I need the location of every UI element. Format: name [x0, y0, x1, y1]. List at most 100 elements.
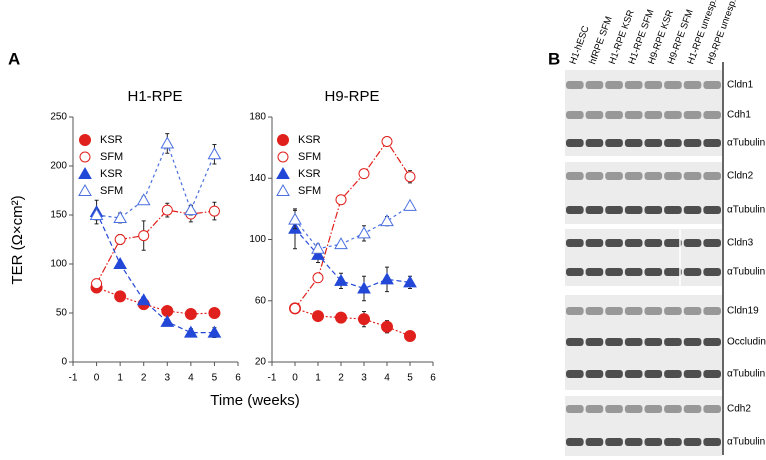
blot-band	[585, 405, 604, 413]
marker	[161, 204, 173, 216]
blot-band	[585, 206, 604, 214]
x-tick-label: 3	[165, 373, 171, 384]
x-tick-label: -1	[268, 373, 277, 384]
x-axis-label: Time (weeks)	[210, 392, 299, 409]
blot-band	[605, 111, 623, 119]
blot-band	[566, 438, 584, 446]
row-label: αTubulin	[727, 369, 765, 380]
marker	[114, 234, 126, 245]
panel-label: A	[8, 49, 20, 68]
blot-band	[644, 139, 663, 147]
marker	[380, 214, 394, 227]
marker	[184, 307, 197, 320]
legend-label: SFM	[298, 185, 321, 197]
blot-band	[644, 111, 663, 119]
legend-label: KSR	[298, 134, 321, 146]
blot-band	[585, 81, 604, 89]
blot-band	[644, 81, 663, 89]
blot-band	[585, 338, 604, 346]
blot-band	[624, 172, 643, 180]
legend-label: SFM	[298, 151, 321, 163]
blot-band	[683, 111, 702, 119]
blot-band	[703, 438, 721, 446]
blot-band	[624, 206, 643, 214]
blot-band	[664, 139, 682, 147]
marker	[78, 166, 92, 179]
marker	[79, 134, 91, 146]
blot-band	[624, 81, 643, 89]
x-tick-label: 4	[384, 373, 390, 384]
y-tick-label: 150	[50, 210, 67, 221]
blot-band	[644, 268, 663, 276]
blot-band	[585, 370, 604, 378]
blot-band	[605, 239, 623, 247]
blot-band	[605, 338, 623, 346]
blot-band	[664, 370, 682, 378]
series-line	[96, 141, 215, 219]
x-tick-label: 5	[407, 373, 413, 384]
blot-band	[605, 206, 623, 214]
blot-band	[624, 139, 643, 147]
panel-label: B	[548, 49, 560, 68]
row-label: Cldn3	[727, 238, 754, 249]
marker	[403, 275, 417, 288]
blot-band	[664, 172, 682, 180]
y-tick-label: 100	[249, 234, 266, 245]
x-tick-label: -1	[69, 373, 78, 384]
x-tick-label: 0	[292, 373, 298, 384]
marker	[312, 310, 324, 323]
marker	[79, 151, 91, 163]
blot-band	[683, 268, 702, 276]
y-tick-label: 100	[50, 259, 67, 270]
marker	[160, 136, 175, 149]
y-tick-label: 140	[249, 173, 266, 184]
row-label: Occludin	[727, 337, 766, 348]
series-line	[294, 140, 411, 309]
row-label: Cldn2	[727, 171, 754, 182]
blot-band	[683, 405, 702, 413]
marker	[403, 198, 417, 211]
blot-band	[624, 239, 643, 247]
marker	[136, 293, 151, 306]
x-tick-label: 6	[235, 373, 241, 384]
blot-band	[624, 370, 643, 378]
chart-title: H9-RPE	[324, 88, 379, 105]
blot-band	[683, 81, 702, 89]
blot-band	[605, 268, 623, 276]
blot-band	[605, 172, 623, 180]
marker	[207, 325, 222, 338]
marker	[311, 241, 325, 254]
blot-band	[644, 172, 663, 180]
blot-band	[585, 438, 604, 446]
blot-band	[624, 438, 643, 446]
row-label: αTubulin	[727, 138, 765, 149]
blot-band	[644, 370, 663, 378]
marker	[289, 302, 301, 314]
row-label: αTubulin	[727, 205, 765, 216]
legend-label: SFM	[100, 185, 123, 197]
marker	[113, 210, 128, 223]
marker	[78, 183, 92, 196]
marker	[404, 171, 416, 183]
blot-band	[683, 307, 702, 315]
blot-band	[566, 268, 584, 276]
x-tick-label: 2	[338, 373, 344, 384]
series-line	[294, 205, 411, 250]
blot-band	[683, 139, 702, 147]
marker	[312, 272, 324, 284]
y-tick-label: 60	[255, 295, 267, 306]
blot-band	[644, 206, 663, 214]
blot-band	[624, 405, 643, 413]
y-tick-label: 180	[249, 112, 266, 123]
blot-band	[566, 81, 584, 89]
marker	[208, 205, 220, 217]
marker	[276, 183, 290, 196]
series-line	[96, 286, 215, 315]
marker	[334, 237, 348, 250]
blot-band	[703, 268, 721, 276]
y-tick-label: 250	[50, 112, 67, 123]
row-label: Cldn1	[727, 80, 754, 91]
blot-band	[664, 268, 682, 276]
blot-band	[585, 239, 604, 247]
